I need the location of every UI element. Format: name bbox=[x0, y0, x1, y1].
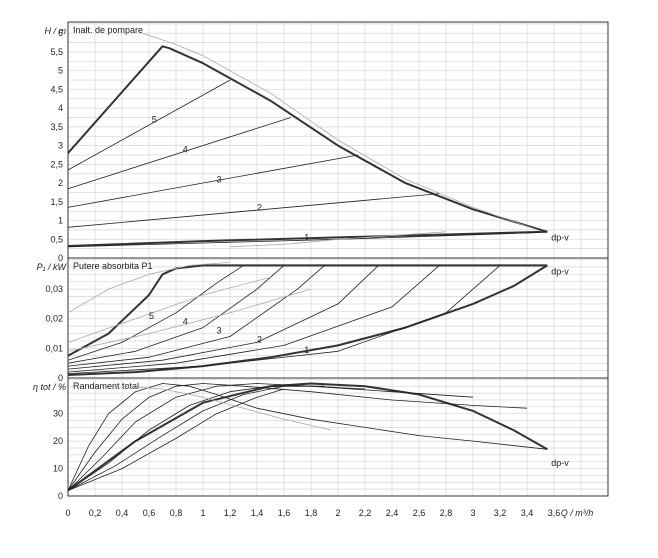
curve-thin bbox=[67, 265, 285, 364]
curve-thin bbox=[67, 383, 548, 491]
x-tick-label: 2,8 bbox=[440, 508, 453, 518]
y-tick-label: 0 bbox=[58, 491, 63, 501]
y-tick-label: 1 bbox=[58, 216, 63, 226]
x-tick-label: 0 bbox=[65, 508, 70, 518]
panel-3: 0 10 20 30 0 0,2 0,4 0,6 0,8 1 1,2 1,4 1,6 1,8 2 2,2 2,4… bbox=[33, 377, 609, 518]
x-tick-label: 1,4 bbox=[251, 508, 264, 518]
x-tick-label: 3 bbox=[470, 508, 475, 518]
x-tick-label: 2 bbox=[335, 508, 340, 518]
curve-thin bbox=[67, 265, 501, 374]
y-tick-label: 5 bbox=[58, 66, 63, 76]
curve-faint bbox=[229, 231, 447, 248]
curve-label: 4 bbox=[183, 317, 188, 327]
panel-title: Inalt. de pompare bbox=[73, 25, 143, 35]
x-tick-label: 1,2 bbox=[224, 508, 237, 518]
panel-2: 0 0,01 0,02 0,03 P₁ / kW Putere absorbita P1 5… bbox=[37, 257, 609, 383]
curve-faint bbox=[142, 32, 541, 232]
curve-thin bbox=[67, 383, 528, 491]
curve-label: 3 bbox=[217, 174, 222, 184]
x-tick-label: 1 bbox=[200, 508, 205, 518]
y-tick-label: 0,02 bbox=[45, 314, 63, 324]
curve-label: dp-v bbox=[551, 458, 569, 468]
curve-thin bbox=[67, 383, 474, 491]
y-tick-label: 1,5 bbox=[50, 197, 63, 207]
curve-label: 2 bbox=[257, 334, 262, 344]
curve-faint bbox=[67, 276, 271, 343]
curve-thin bbox=[67, 265, 440, 373]
panel-title: Randament total bbox=[73, 381, 139, 391]
y-tick-label: 3 bbox=[58, 141, 63, 151]
curve-bold bbox=[67, 230, 548, 247]
curve-thin bbox=[67, 117, 291, 190]
panel-1: 0 0,5 1 1,5 2 2,5 3 3,5 4 4,5 5 5,5 6H / m Inalt. de … bbox=[45, 21, 609, 263]
x-tick-label: 0,2 bbox=[89, 508, 102, 518]
y-tick-label: 2 bbox=[58, 178, 63, 188]
curve-label: 1 bbox=[304, 232, 309, 242]
curve-thin bbox=[67, 385, 366, 491]
y-tick-label: 3,5 bbox=[50, 122, 63, 132]
x-axis-label: Q / m³/h bbox=[561, 508, 594, 518]
y-tick-label: 5,5 bbox=[50, 47, 63, 57]
x-tick-label: 3,4 bbox=[521, 508, 534, 518]
curve-label: dp-v bbox=[551, 232, 569, 242]
curve-label: 4 bbox=[183, 144, 188, 154]
y-tick-label: 4 bbox=[58, 103, 63, 113]
curve-faint bbox=[67, 288, 312, 352]
curve-label: 2 bbox=[257, 202, 262, 212]
curve-label: 5 bbox=[152, 114, 157, 124]
curve-thin bbox=[67, 265, 244, 361]
x-tick-label: 1,6 bbox=[278, 508, 291, 518]
x-tick-label: 3,6 bbox=[548, 508, 561, 518]
curve-thin bbox=[67, 193, 440, 228]
y-axis-label: η tot / % bbox=[33, 382, 66, 392]
y-axis-label: H / m bbox=[45, 26, 67, 36]
curve-thin bbox=[67, 388, 285, 491]
y-tick-label: 6 bbox=[58, 28, 63, 38]
panel-frame bbox=[67, 377, 609, 497]
x-tick-label: 0,8 bbox=[170, 508, 183, 518]
y-tick-label: 10 bbox=[53, 464, 63, 474]
y-tick-label: 0 bbox=[58, 253, 63, 263]
panel-title: Putere absorbita P1 bbox=[73, 261, 153, 271]
y-tick-label: 0,03 bbox=[45, 284, 63, 294]
y-tick-label: 0,5 bbox=[50, 234, 63, 244]
curve-bold bbox=[67, 264, 548, 357]
y-tick-label: 30 bbox=[53, 409, 63, 419]
curve-bold bbox=[67, 264, 548, 376]
y-tick-label: 20 bbox=[53, 436, 63, 446]
y-tick-label: 2,5 bbox=[50, 159, 63, 169]
curve-label: dp-v bbox=[551, 266, 569, 276]
curve-thin bbox=[67, 265, 379, 370]
x-tick-label: 0,4 bbox=[116, 508, 129, 518]
y-tick-label: 0,01 bbox=[45, 343, 63, 353]
curve-thin bbox=[67, 79, 231, 171]
curve-faint bbox=[121, 385, 332, 431]
curve-bold bbox=[67, 382, 548, 492]
x-tick-label: 2,4 bbox=[386, 508, 399, 518]
y-tick-label: 0 bbox=[58, 373, 63, 383]
curve-bold bbox=[67, 45, 548, 233]
y-tick-label: 4,5 bbox=[50, 84, 63, 94]
curve-faint bbox=[67, 262, 231, 314]
curve-label: 1 bbox=[304, 345, 309, 355]
curve-label: 3 bbox=[217, 326, 222, 336]
curve-thin bbox=[67, 154, 359, 208]
y-axis-label: P₁ / kW bbox=[37, 262, 68, 272]
x-tick-label: 3,2 bbox=[494, 508, 507, 518]
x-tick-label: 1,8 bbox=[305, 508, 318, 518]
x-tick-label: 0,6 bbox=[143, 508, 156, 518]
x-tick-label: 2,2 bbox=[359, 508, 372, 518]
curve-thin bbox=[67, 265, 325, 367]
x-tick-label: 2,6 bbox=[413, 508, 426, 518]
curve-label: 5 bbox=[149, 311, 154, 321]
curve-thin bbox=[67, 385, 325, 491]
